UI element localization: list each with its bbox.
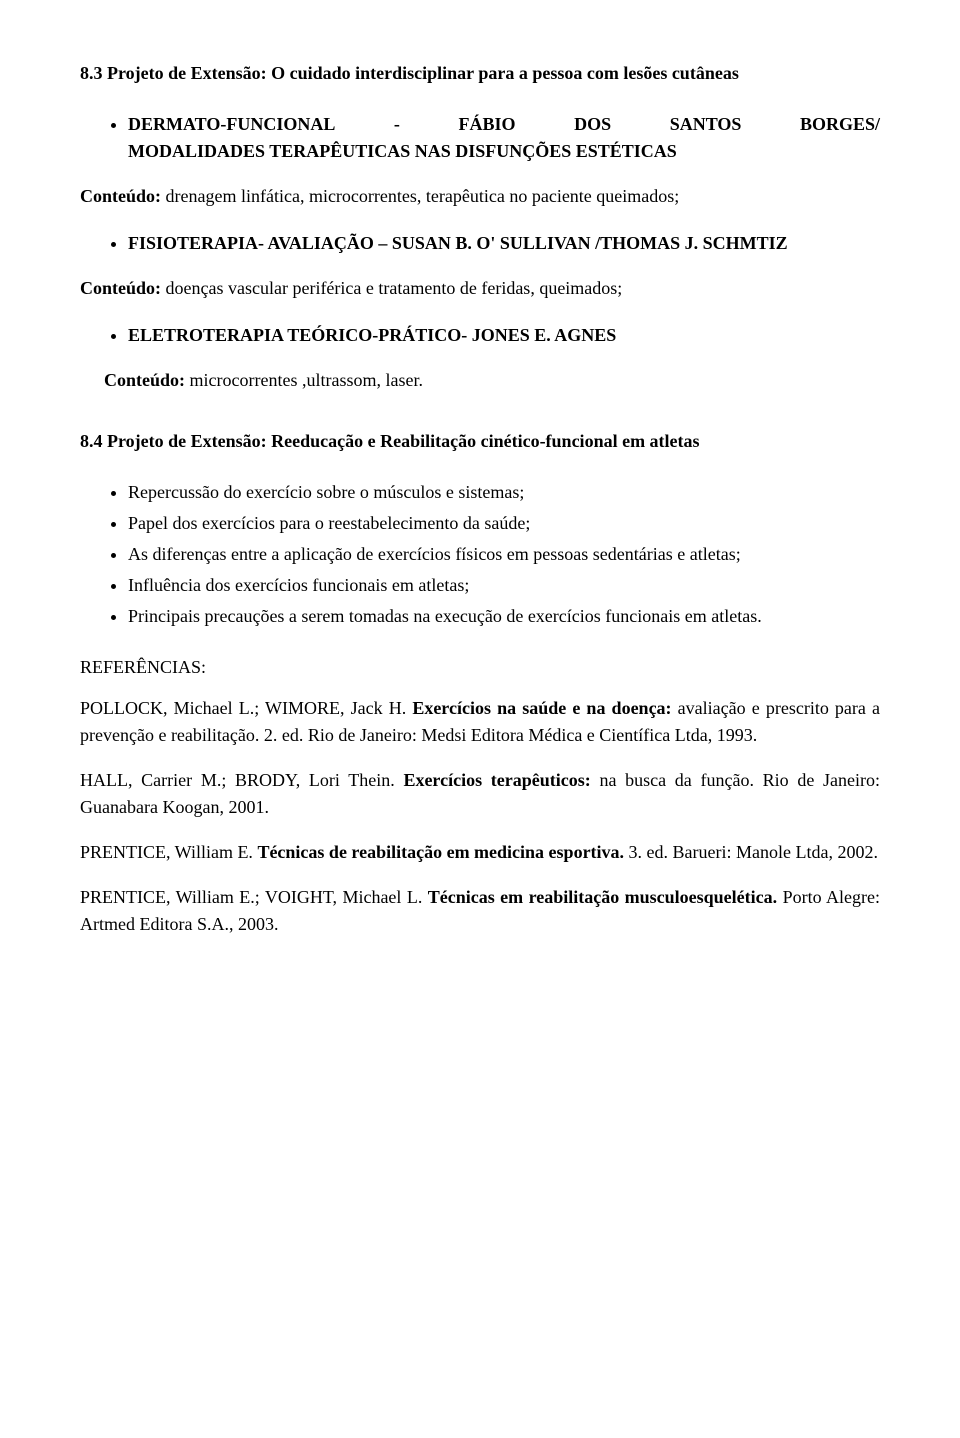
ref-title: Técnicas de reabilitação em medicina esp… [257,842,624,862]
ref-pre: PRENTICE, William E. [80,842,257,862]
list-item: DERMATO-FUNCIONAL - FÁBIO DOS SANTOS BOR… [128,111,880,165]
ref-title: Técnicas em reabilitação musculoesquelét… [428,887,777,907]
sec83-list-2: FISIOTERAPIA- AVALIAÇÃO – SUSAN B. O' SU… [80,230,880,257]
reference-3: PRENTICE, William E. Técnicas de reabili… [80,839,880,866]
content-3: Conteúdo: microcorrentes ,ultrassom, las… [80,367,880,394]
content-text: drenagem linfática, microcorrentes, tera… [161,186,679,206]
ref-pre: POLLOCK, Michael L.; WIMORE, Jack H. [80,698,412,718]
word: DERMATO-FUNCIONAL [128,111,335,138]
sec83-list-1: DERMATO-FUNCIONAL - FÁBIO DOS SANTOS BOR… [80,111,880,165]
section-8-3-title: 8.3 Projeto de Extensão: O cuidado inter… [80,60,880,87]
list-item: Repercussão do exercício sobre o músculo… [128,479,880,506]
ref-pre: PRENTICE, William E.; VOIGHT, Michael L. [80,887,428,907]
list-item: As diferenças entre a aplicação de exerc… [128,541,880,568]
item1-line1: DERMATO-FUNCIONAL - FÁBIO DOS SANTOS BOR… [128,111,880,138]
content-1: Conteúdo: drenagem linfática, microcorre… [80,183,880,210]
word: DOS [574,111,611,138]
ref-post: 3. ed. Barueri: Manole Ltda, 2002. [624,842,878,862]
sec84-list: Repercussão do exercício sobre o músculo… [80,479,880,630]
word: FÁBIO [459,111,516,138]
list-item: ELETROTERAPIA TEÓRICO-PRÁTICO- JONES E. … [128,322,880,349]
section-8-4-title: 8.4 Projeto de Extensão: Reeducação e Re… [80,428,880,455]
word: SANTOS [670,111,742,138]
content-text: microcorrentes ,ultrassom, laser. [185,370,423,390]
content-label: Conteúdo: [80,186,161,206]
ref-pre: HALL, Carrier M.; BRODY, Lori Thein. [80,770,403,790]
word: BORGES/ [800,111,880,138]
item1-line2: MODALIDADES TERAPÊUTICAS NAS DISFUNÇÕES … [128,138,880,165]
word: - [394,111,400,138]
reference-4: PRENTICE, William E.; VOIGHT, Michael L.… [80,884,880,938]
reference-2: HALL, Carrier M.; BRODY, Lori Thein. Exe… [80,767,880,821]
list-item: Principais precauções a serem tomadas na… [128,603,880,630]
content-2: Conteúdo: doenças vascular periférica e … [80,275,880,302]
ref-title: Exercícios na saúde e na doença: [412,698,671,718]
references-label: REFERÊNCIAS: [80,654,880,681]
sec83-list-3: ELETROTERAPIA TEÓRICO-PRÁTICO- JONES E. … [80,322,880,349]
list-item: Papel dos exercícios para o reestabeleci… [128,510,880,537]
content-label: Conteúdo: [80,278,161,298]
list-item: Influência dos exercícios funcionais em … [128,572,880,599]
ref-title: Exercícios terapêuticos: [403,770,590,790]
list-item: FISIOTERAPIA- AVALIAÇÃO – SUSAN B. O' SU… [128,230,880,257]
content-text: doenças vascular periférica e tratamento… [161,278,622,298]
content-label: Conteúdo: [104,370,185,390]
reference-1: POLLOCK, Michael L.; WIMORE, Jack H. Exe… [80,695,880,749]
